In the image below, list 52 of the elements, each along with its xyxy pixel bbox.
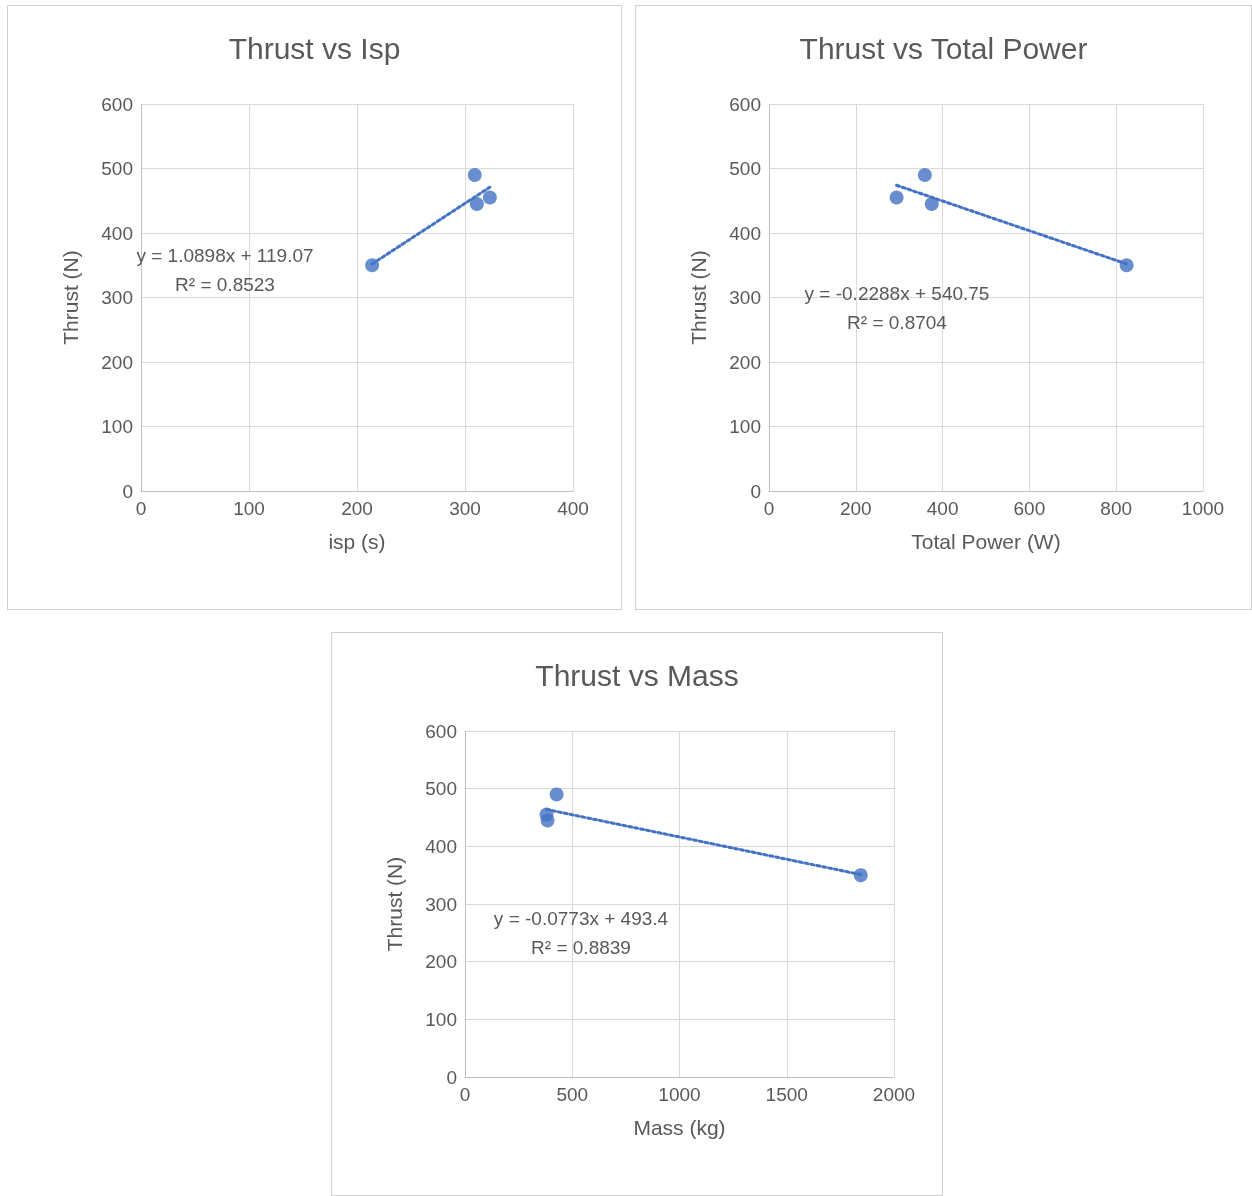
x-tick-label: 100 (233, 498, 265, 519)
y-tick-label: 200 (729, 351, 761, 373)
x-tick-label: 800 (1100, 498, 1133, 519)
annotation: y = -0.0773x + 493.4 (493, 908, 669, 929)
x-tick-label: 1500 (765, 1084, 808, 1105)
x-tick-label: 2000 (872, 1084, 916, 1105)
y-tick-label: 600 (425, 720, 457, 742)
y-tick-label: 500 (425, 778, 457, 800)
x-tick-label: 600 (1013, 498, 1046, 519)
y-tick-label: 100 (729, 416, 761, 437)
x-tick-label: 0 (135, 498, 147, 519)
y-tick-label: 300 (425, 893, 457, 915)
x-tick-label: 200 (341, 498, 373, 519)
x-tick-label: 400 (557, 498, 589, 519)
chart-title: Thrust vs Total Power (799, 31, 1088, 65)
y-axis-title: Thrust (N) (383, 856, 406, 952)
x-tick-label: 200 (839, 498, 872, 519)
y-tick-label: 300 (729, 287, 761, 308)
annotation: R² = 0.8839 (531, 937, 631, 958)
y-tick-label: 400 (101, 222, 133, 244)
y-tick-label: 400 (729, 222, 761, 244)
y-tick-label: 100 (101, 416, 133, 437)
annotation: y = 1.0898x + 119.07 (136, 245, 314, 266)
y-tick-label: 500 (101, 158, 133, 179)
x-axis-title: Total Power (W) (911, 530, 1061, 553)
annotation: R² = 0.8704 (847, 312, 948, 333)
chart-title: Thrust vs Mass (535, 658, 739, 692)
y-tick-label: 100 (425, 1008, 457, 1030)
y-tick-label: 600 (729, 93, 761, 115)
y-axis-title: Thrust (N) (59, 250, 82, 345)
y-axis-title: Thrust (N) (687, 250, 710, 345)
y-tick-label: 400 (425, 835, 457, 857)
y-tick-label: 500 (729, 158, 761, 179)
y-tick-label: 200 (101, 351, 133, 373)
chart-title: Thrust vs Isp (228, 31, 401, 65)
y-tick-label: 0 (750, 480, 761, 502)
x-tick-label: 0 (763, 498, 775, 519)
x-tick-label: 400 (926, 498, 959, 519)
y-tick-label: 300 (101, 287, 133, 308)
x-tick-label: 0 (459, 1084, 471, 1105)
x-axis-title: Mass (kg) (633, 1116, 726, 1139)
x-tick-label: 1000 (1181, 498, 1225, 519)
y-tick-label: 0 (122, 480, 133, 502)
annotation: y = -0.2288x + 540.75 (804, 283, 990, 304)
x-axis-title: isp (s) (328, 530, 386, 553)
x-tick-label: 300 (449, 498, 481, 519)
y-tick-label: 600 (101, 93, 133, 115)
y-tick-label: 200 (425, 951, 457, 973)
y-tick-label: 0 (446, 1066, 457, 1088)
x-tick-label: 500 (556, 1084, 589, 1105)
annotation: R² = 0.8523 (175, 274, 275, 295)
x-tick-label: 1000 (658, 1084, 701, 1105)
